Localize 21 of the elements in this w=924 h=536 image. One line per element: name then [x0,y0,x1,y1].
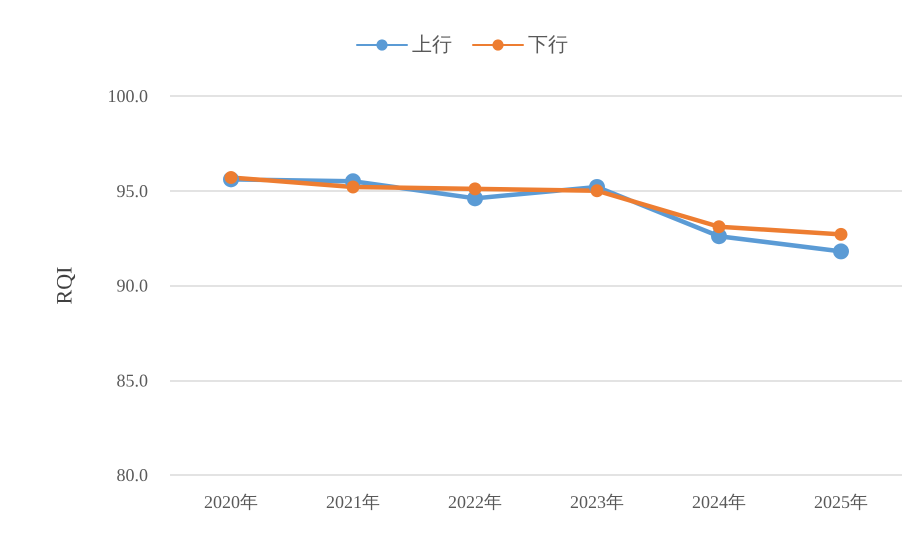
y-tick-label: 85.0 [116,370,148,390]
legend-label: 下行 [528,34,568,56]
point [833,243,849,260]
y-tick-label: 100.0 [108,86,148,106]
x-tick-label: 2020年 [204,492,258,512]
point [834,228,848,241]
y-axis-title: RQI [52,266,76,304]
x-tick-label: 2025年 [814,492,868,512]
x-tick-label: 2021年 [326,492,380,512]
legend-label: 上行 [412,34,452,56]
point [346,180,360,194]
y-tick-label: 95.0 [116,180,148,201]
x-tick-label: 2024年 [692,492,746,512]
point [224,170,238,184]
x-tick-label: 2023年 [570,492,624,512]
point [590,184,604,198]
y-tick-label: 90.0 [116,276,148,296]
point [468,182,482,196]
y-tick-label: 80.0 [116,465,148,485]
point [712,220,726,234]
x-tick-label: 2022年 [448,492,502,512]
